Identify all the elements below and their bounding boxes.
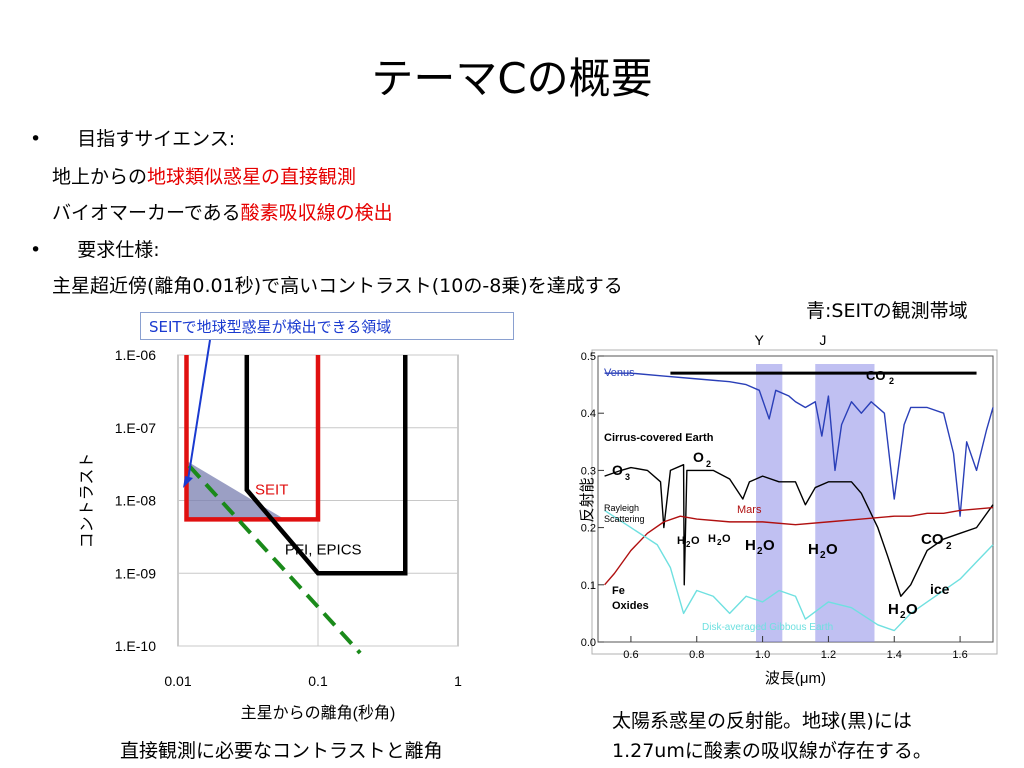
plot-area	[597, 355, 994, 643]
annotation-label: Venus	[604, 367, 635, 379]
callout-arrow	[187, 339, 211, 481]
series-line-2	[187, 464, 362, 655]
annotation-label: Cirrus-covered Earth	[604, 432, 714, 444]
y-axis-title: 反射能	[579, 477, 596, 522]
seit-label: SEIT	[255, 482, 288, 499]
slide-title: テーマCの概要	[371, 54, 653, 103]
bullet-line: 主星超近傍(離角0.01秒)で高いコントラスト(10の-8乗)を達成する	[52, 271, 623, 298]
x-axis-title: 波長(μm)	[765, 670, 826, 687]
annotation-label: O	[826, 541, 838, 558]
x-tick-label: 0.01	[164, 673, 191, 689]
annotation-label: 2	[717, 538, 722, 547]
callout-box: SEITで地球型惑星が検出できる領域	[140, 312, 514, 340]
annotation-label: O	[722, 533, 731, 545]
bullet-marker: •	[30, 128, 42, 150]
band-note: 青:SEITの観測帯域	[806, 300, 968, 322]
annotation-label: O	[763, 537, 775, 554]
series-line-0	[604, 372, 994, 517]
line-plain: 主星超近傍(離角0.01秒)で高いコントラスト(10の-8乗)を達成する	[52, 275, 623, 297]
annotation-label: CO	[921, 531, 944, 548]
right-caption-1: 太陽系惑星の反射能。地球(黒)には	[612, 710, 912, 732]
annotation-label: H	[808, 541, 819, 558]
line-highlight: 地球類似惑星の直接観測	[147, 166, 357, 188]
right-caption-2: 1.27umに酸素の吸収線が存在する。	[612, 740, 932, 762]
line-plain: バイオマーカーである	[52, 202, 241, 224]
y-tick-label: 1.E-08	[115, 493, 156, 509]
x-tick-label: 0.6	[623, 649, 638, 661]
pfi-label: PFI, EPICS	[285, 542, 362, 559]
annotation-label: O	[691, 535, 700, 547]
band-label: Y	[754, 332, 764, 348]
annotation-label: 2	[900, 610, 906, 621]
y-axis-title: コントラスト	[79, 453, 96, 549]
bullet-heading: 要求仕様:	[77, 239, 160, 261]
annotation-label: O	[693, 449, 704, 465]
x-tick-label: 1	[454, 673, 462, 689]
x-tick-label: 1.0	[755, 649, 770, 661]
line-plain: 地上からの	[52, 166, 148, 188]
annotation-label: H	[745, 537, 756, 554]
annotation-label: ice	[930, 581, 950, 597]
annotation-label: Disk-averaged Gibbous Earth	[702, 622, 833, 633]
y-tick-label: 0.2	[581, 523, 596, 535]
annotation-label: 2	[686, 540, 691, 549]
annotation-label: O	[612, 462, 623, 478]
annotation-label: Oxides	[612, 600, 649, 612]
y-tick-label: 1.E-10	[115, 638, 156, 654]
y-tick-label: 0.5	[581, 351, 596, 363]
series-line-0	[184, 355, 321, 522]
y-tick-label: 0.0	[581, 637, 596, 649]
annotation-label: H	[888, 601, 899, 618]
annotation-label: H	[677, 535, 685, 547]
annotation-label: 2	[706, 459, 711, 469]
y-tick-label: 0.1	[581, 580, 596, 592]
series-line-3	[604, 509, 994, 632]
annotation-label: 2	[889, 376, 894, 386]
annotation-label: Fe	[612, 585, 625, 597]
series-line-1	[244, 355, 408, 576]
annotation-label: 2	[946, 541, 952, 552]
left-caption: 直接観測に必要なコントラストと離角	[120, 740, 443, 762]
y-tick-label: 1.E-07	[115, 420, 156, 436]
line-highlight: 酸素吸収線の検出	[240, 202, 393, 224]
y-tick-label: 1.E-09	[115, 565, 156, 581]
x-tick-label: 0.8	[689, 649, 704, 661]
y-tick-label: 1.E-06	[115, 347, 156, 363]
series-line-1	[604, 463, 994, 597]
annotation-label: 2	[757, 546, 763, 557]
bullet-marker: •	[30, 239, 42, 261]
annotation-label: 2	[820, 550, 826, 561]
x-tick-label: 1.6	[952, 649, 967, 661]
x-tick-label: 1.2	[821, 649, 836, 661]
annotation-label: Scattering	[604, 514, 645, 524]
annotation-label: Rayleigh	[604, 503, 639, 513]
band-label: J	[819, 332, 826, 348]
x-tick-label: 1.4	[887, 649, 902, 661]
y-tick-label: 0.3	[581, 465, 596, 477]
annotation-label: H	[708, 533, 716, 545]
bullet-1: • 目指すサイエンス:	[30, 124, 235, 151]
annotation-label: 3	[625, 472, 630, 482]
x-axis-title: 主星からの離角(秒角)	[241, 704, 396, 722]
detectable-region	[186, 460, 285, 520]
bullet-2: • 要求仕様:	[30, 235, 160, 262]
y-tick-label: 0.4	[581, 408, 596, 420]
annotation-label: CO	[866, 368, 886, 383]
band-Y	[756, 364, 783, 642]
annotation-label: Mars	[737, 504, 762, 516]
annotation-label: O	[906, 601, 918, 618]
callout-arrowhead	[183, 476, 193, 488]
bullet-line: 地上からの地球類似惑星の直接観測	[52, 162, 356, 189]
bullet-heading: 目指すサイエンス:	[77, 128, 236, 150]
x-tick-label: 0.1	[308, 673, 328, 689]
bullet-line: バイオマーカーである酸素吸収線の検出	[52, 198, 393, 225]
